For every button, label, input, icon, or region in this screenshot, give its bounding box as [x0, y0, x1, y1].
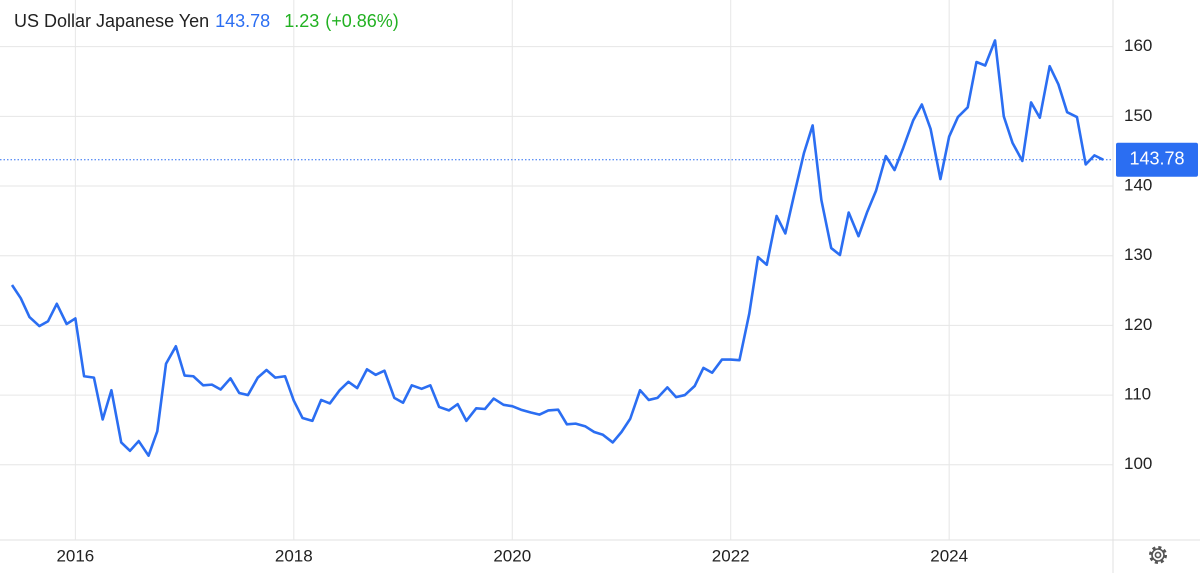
y-tick-label: 130 — [1124, 245, 1152, 264]
change: 1.23 — [284, 11, 319, 31]
y-tick-label: 110 — [1124, 385, 1151, 404]
price: 143.78 — [215, 11, 270, 31]
grid — [0, 0, 1113, 540]
x-tick-label: 2020 — [493, 546, 531, 565]
y-tick-label: 120 — [1124, 315, 1152, 334]
change-percent: (+0.86%) — [325, 11, 399, 31]
x-tick-label: 2016 — [56, 546, 94, 565]
gear-body — [1151, 548, 1165, 562]
settings-icon[interactable] — [1149, 546, 1167, 564]
x-tick-label: 2022 — [712, 546, 750, 565]
last-price-box — [1116, 142, 1198, 177]
plot — [0, 39, 1113, 457]
chart-title: US Dollar Japanese Yen — [14, 11, 209, 31]
header: US Dollar Japanese Yen 143.78 1.23 (+0.86%) — [14, 11, 399, 31]
x-tick-label: 2018 — [275, 546, 313, 565]
price-line — [10, 39, 1104, 457]
gear-teeth — [1149, 546, 1167, 564]
gear-hole — [1154, 551, 1162, 559]
last-price-label: 143.78 — [1129, 148, 1184, 168]
y-tick-label: 150 — [1124, 106, 1152, 125]
x-tick-label: 2024 — [930, 546, 968, 565]
y-tick-label: 100 — [1124, 454, 1152, 473]
y-tick-label: 160 — [1124, 36, 1152, 55]
y-tick-label: 140 — [1124, 176, 1152, 195]
